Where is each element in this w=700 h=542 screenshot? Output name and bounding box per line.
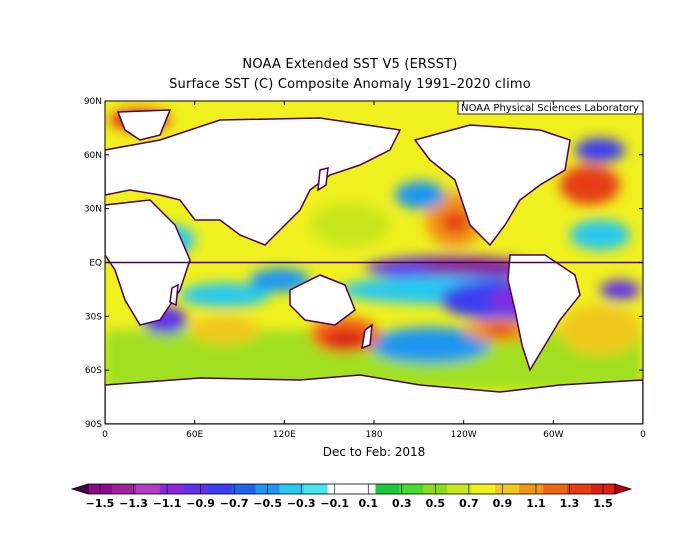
- lat-tick-label: 30N: [84, 205, 102, 215]
- anomaly-field: [105, 101, 643, 424]
- colorbar-low-arrow: [70, 483, 89, 495]
- lon-tick-label: 60W: [543, 430, 563, 440]
- colorbar-label: −1.1: [153, 497, 182, 510]
- credit-box: [457, 100, 644, 115]
- colorbar-label: 0.7: [459, 497, 479, 510]
- colorbar-swatch: [111, 484, 137, 494]
- colorbar-label: 1.1: [526, 497, 546, 510]
- chart-title: NOAA Extended SST V5 (ERSST): [242, 57, 458, 72]
- lat-tick-label: 60N: [84, 151, 102, 161]
- colorbar-swatch: [495, 484, 520, 494]
- colorbar-swatch: [303, 484, 328, 494]
- chart-subtitle: Surface SST (C) Composite Anomaly 1991–2…: [169, 77, 531, 92]
- colorbar-label: 0.3: [392, 497, 412, 510]
- lon-tick-label: 180: [365, 430, 382, 440]
- colorbar-high-arrow: [614, 483, 633, 495]
- lon-tick-label: 0: [640, 430, 646, 440]
- colorbar-label: −0.5: [253, 497, 282, 510]
- colorbar-swatch: [231, 484, 256, 494]
- colorbar-swatch: [567, 484, 592, 494]
- colorbar-label: −0.1: [320, 497, 349, 510]
- credit-label: NOAA Physical Sciences Laboratory: [461, 103, 639, 114]
- lat-tick-label: 90S: [85, 420, 102, 430]
- colorbar-swatch: [279, 484, 304, 494]
- colorbar-label: 0.5: [426, 497, 446, 510]
- colorbar-swatch: [543, 484, 568, 494]
- colorbar-label: 0.1: [359, 497, 379, 510]
- period-label: Dec to Feb: 2018: [322, 445, 426, 459]
- colorbar-swatch: [375, 484, 400, 494]
- colorbar-label: −0.9: [186, 497, 215, 510]
- latitude-axis: 90N 60N 30N EQ 30S 60S 90S: [84, 97, 643, 430]
- longitude-axis: 0 60E 120E 180 120W 60W 0: [102, 101, 646, 440]
- lat-tick-label: 30S: [85, 312, 102, 322]
- colorbar-swatch: [207, 484, 233, 494]
- lon-tick-label: 0: [102, 430, 108, 440]
- colorbar-swatch: [351, 484, 376, 494]
- colorbar-label: −1.3: [119, 497, 148, 510]
- colorbar-swatch: [159, 484, 185, 494]
- colorbar-swatch: [447, 484, 472, 494]
- lat-tick-label: 60S: [85, 366, 102, 376]
- lon-tick-label: 120W: [451, 430, 477, 440]
- colorbar-label: 1.3: [560, 497, 580, 510]
- colorbar-swatch: [519, 484, 544, 494]
- colorbar-swatch: [471, 484, 496, 494]
- colorbar-label: −0.3: [287, 497, 316, 510]
- colorbar-swatch: [327, 484, 352, 494]
- lat-tick-label: 90N: [84, 97, 102, 107]
- colorbar-frame: [87, 483, 616, 495]
- lat-tick-label: EQ: [89, 259, 102, 269]
- colorbar-swatch: [135, 484, 161, 494]
- colorbar-swatch: [183, 484, 209, 494]
- colorbar: −1.5 −1.3 −1.1 −0.9 −0.7 −0.5 −0.3 −0.1 0.1 0.3 0.…: [70, 483, 633, 510]
- colorbar-label: −1.5: [86, 497, 115, 510]
- lon-tick-label: 120E: [273, 430, 296, 440]
- colorbar-swatch: [399, 484, 424, 494]
- colorbar-label: −0.7: [220, 497, 249, 510]
- colorbar-label: 1.5: [593, 497, 613, 510]
- land-masses: [105, 109, 643, 424]
- colorbar-label: 0.9: [493, 497, 513, 510]
- lon-tick-label: 60E: [186, 430, 203, 440]
